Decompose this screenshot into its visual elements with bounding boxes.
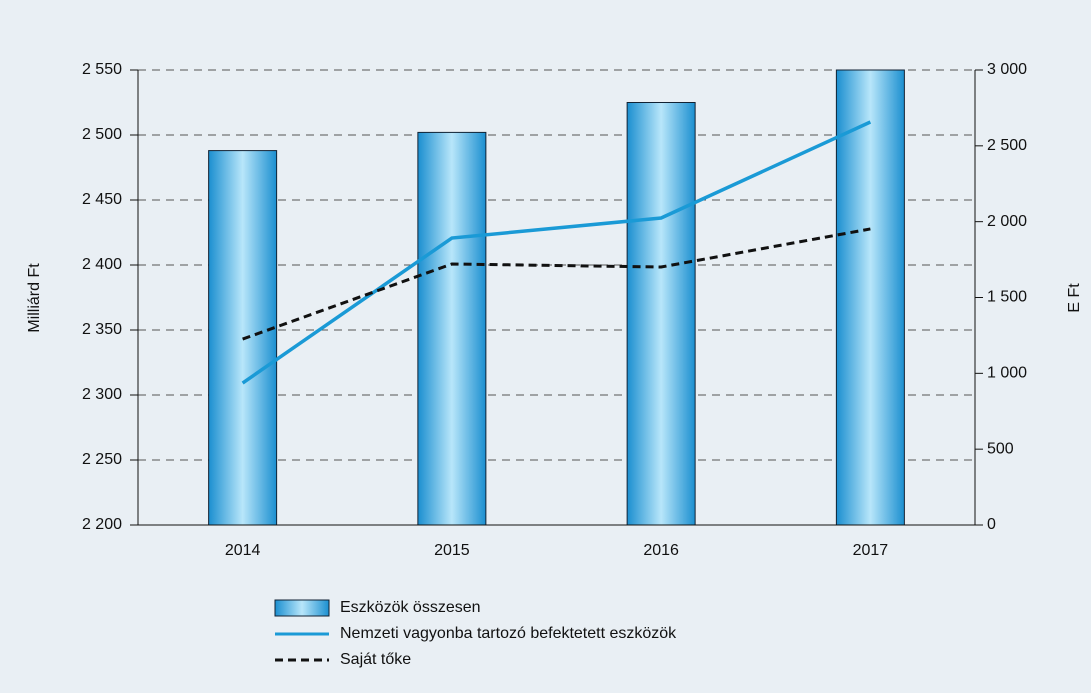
y2-tick-label: 1 500 [987, 289, 1027, 306]
y2-tick-label: 2 500 [987, 137, 1027, 154]
legend-label: Nemzeti vagyonba tartozó befektetett esz… [340, 625, 677, 642]
line [242, 227, 871, 341]
bar [417, 131, 487, 526]
y-tick-label: 2 350 [82, 321, 122, 338]
y2-tick-label: 500 [987, 440, 1014, 457]
y-tick-label: 2 550 [82, 61, 122, 78]
bar [835, 69, 905, 526]
x-tick-label: 2015 [434, 542, 470, 559]
x-tick-label: 2016 [643, 542, 679, 559]
y-axis-label: Milliárd Ft [26, 263, 43, 333]
y2-tick-label: 3 000 [987, 61, 1027, 78]
legend-label: Saját tőke [340, 651, 411, 668]
y2-tick-label: 0 [987, 516, 996, 533]
bar [626, 102, 696, 526]
line [241, 120, 872, 385]
x-tick-label: 2017 [853, 542, 889, 559]
y-tick-label: 2 450 [82, 191, 122, 208]
y-tick-label: 2 250 [82, 451, 122, 468]
y-tick-label: 2 200 [82, 516, 122, 533]
y-tick-label: 2 300 [82, 386, 122, 403]
x-tick-label: 2014 [225, 542, 261, 559]
y-tick-label: 2 500 [82, 126, 122, 143]
y2-tick-label: 1 000 [987, 365, 1027, 382]
y2-tick-label: 2 000 [987, 213, 1027, 230]
legend-label: Eszközök összesen [340, 599, 481, 616]
y2-axis-label: E Ft [1066, 283, 1083, 313]
y-tick-label: 2 400 [82, 256, 122, 273]
legend-swatch [274, 599, 330, 617]
